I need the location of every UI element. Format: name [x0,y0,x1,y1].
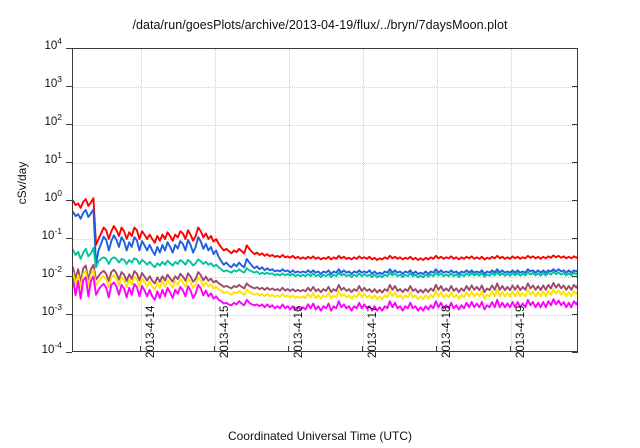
page-title: /data/run/goesPlots/archive/2013-04-19/f… [132,18,508,32]
y-axis-tick-right [572,352,578,353]
y-axis-tick [66,200,72,201]
gridline-horizontal [73,125,577,126]
gridline-horizontal [73,87,577,88]
x-axis-tick [288,346,289,352]
x-axis-tick-label: 2013-4-19 [514,305,527,358]
y-axis-tick-label: 10-3 [41,302,62,318]
gridline-vertical [510,49,512,351]
gridline-vertical [289,49,290,351]
series-blue [73,208,577,275]
y-axis-tick-label: 10-1 [41,226,62,242]
series-yellow [73,269,577,301]
y-axis-tick-right [572,238,578,239]
y-axis-tick [66,162,72,163]
gridline-vertical [437,49,439,351]
y-axis-tick [66,352,72,353]
gridline-horizontal [73,277,577,278]
x-axis-tick [509,346,511,352]
x-axis-tick-label: 2013-4-17 [366,305,379,358]
y-axis-tick-label: 10-2 [41,264,62,280]
y-axis-tick-label: 104 [44,36,62,52]
y-axis-tick-label: 101 [44,150,62,166]
gridline-horizontal [73,201,577,202]
series-green [73,247,577,279]
y-axis-tick [66,124,72,125]
y-axis-tick-right [572,124,578,125]
series-container [73,197,577,312]
gridline-horizontal [73,315,577,316]
y-axis-tick [66,314,72,315]
y-axis-tick-right [572,48,578,49]
y-axis-tick-label: 100 [44,188,62,204]
y-axis-tick-label: 102 [44,112,62,128]
series-magenta [73,275,577,312]
series-maroon [73,263,577,294]
x-axis-tick-label: 2013-4-14 [145,305,157,358]
plot-area [72,48,578,352]
x-axis-label: Coordinated Universal Time (UTC) [227,429,413,443]
x-axis-tick [436,346,438,352]
y-axis-tick [66,276,72,277]
gridline-vertical [214,49,216,351]
gridline-vertical [141,49,142,351]
y-axis-tick-right [572,276,578,277]
x-axis-tick [213,346,215,352]
y-axis-tick-label: 10-4 [41,340,62,356]
y-axis-tick [66,48,72,49]
y-axis-tick-right [572,162,578,163]
gridline-horizontal [73,239,577,240]
x-axis-tick [140,346,141,352]
y-axis-label: cSv/day [15,161,29,205]
x-axis-tick [361,346,363,352]
y-axis-tick-right [572,314,578,315]
gridline-horizontal [73,163,577,164]
x-axis-tick-label: 2013-4-15 [218,305,231,358]
y-axis-tick [66,86,72,87]
series-red [73,197,577,261]
y-axis-tick [66,238,72,239]
y-axis-tick-right [572,200,578,201]
gridline-vertical [362,49,364,351]
x-axis-tick-label: 2013-4-18 [441,305,454,358]
y-axis-tick-right [572,86,578,87]
x-axis-tick-label: 2013-4-16 [293,305,305,358]
y-axis-tick-label: 103 [44,74,62,90]
